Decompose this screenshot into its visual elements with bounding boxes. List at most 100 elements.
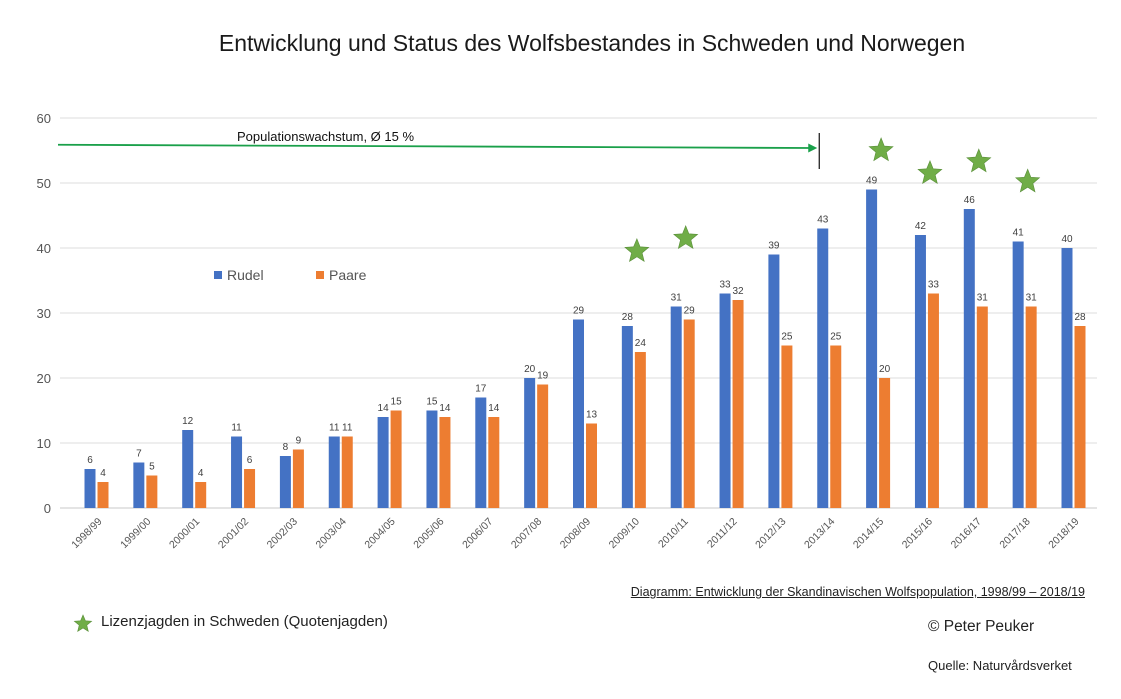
y-tick-label: 50 <box>37 176 51 191</box>
bar-rudel <box>866 189 878 508</box>
bar-paare <box>879 378 891 508</box>
y-tick-label: 0 <box>44 501 51 516</box>
star-icon <box>73 614 93 632</box>
bar-rudel <box>719 293 731 508</box>
data-label: 33 <box>928 280 940 291</box>
data-label: 25 <box>781 332 793 343</box>
data-label: 12 <box>182 416 194 427</box>
data-label: 41 <box>1013 228 1025 239</box>
bar-paare <box>1025 306 1037 508</box>
data-label: 31 <box>977 293 989 304</box>
bar-paare <box>97 482 109 508</box>
star-icon <box>868 137 894 162</box>
bar-paare <box>781 345 793 508</box>
x-tick-label: 2000/01 <box>167 516 202 551</box>
y-tick-label: 40 <box>37 241 51 256</box>
bar-rudel <box>1061 248 1073 508</box>
bar-rudel <box>573 319 584 508</box>
x-tick-label: 2013/14 <box>802 516 837 551</box>
data-label: 49 <box>866 176 878 187</box>
data-label: 8 <box>283 442 289 453</box>
data-label: 9 <box>296 436 302 447</box>
star-icon <box>673 224 699 250</box>
data-label: 40 <box>1061 234 1073 245</box>
data-label: 7 <box>136 449 142 460</box>
x-tick-label: 2014/15 <box>851 516 886 551</box>
bar-rudel <box>328 436 340 508</box>
chart-caption: Diagramm: Entwicklung der Skandinavische… <box>630 585 1085 599</box>
star-legend-text: Lizenzjagden in Schweden (Quotenjagden) <box>101 613 388 630</box>
bar-paare <box>683 319 695 508</box>
x-tick-label: 2011/12 <box>705 516 740 551</box>
x-tick-label: 2010/11 <box>656 516 691 551</box>
footer-star <box>73 614 93 632</box>
star-icon <box>966 148 992 173</box>
data-label: 29 <box>573 306 585 317</box>
data-label: 6 <box>87 455 93 466</box>
x-tick-label: 2002/03 <box>265 516 300 551</box>
bar-rudel <box>524 378 536 508</box>
data-label: 15 <box>391 397 403 408</box>
x-tick-label: 2004/05 <box>362 516 397 551</box>
bar-rudel <box>377 417 389 508</box>
bar-rudel <box>817 228 829 508</box>
bar-paare <box>146 475 158 508</box>
y-tick-label: 30 <box>37 306 51 321</box>
x-tick-label: 2018/19 <box>1046 516 1081 551</box>
x-tick-label: 2015/16 <box>900 516 935 551</box>
data-label: 11 <box>231 423 242 434</box>
x-tick-label: 2001/02 <box>216 516 251 551</box>
star-icon <box>624 238 650 263</box>
data-label: 17 <box>475 384 487 395</box>
x-tick-label: 1999/00 <box>118 516 153 551</box>
legend-label-paare: Paare <box>329 267 367 283</box>
bars <box>84 189 1086 508</box>
bar-paare <box>1074 326 1086 508</box>
bar-paare <box>830 345 842 508</box>
star-icon <box>917 160 943 185</box>
legend-label-rudel: Rudel <box>227 267 264 283</box>
bar-rudel <box>963 209 975 508</box>
bar-rudel <box>914 235 926 508</box>
bar-rudel <box>475 397 487 508</box>
data-label: 14 <box>488 403 500 414</box>
data-label: 33 <box>719 280 731 291</box>
growth-arrow: Populationswachstum, Ø 15 % <box>57 129 820 169</box>
bar-rudel <box>84 469 96 508</box>
y-tick-label: 10 <box>37 436 51 451</box>
bar-paare <box>488 417 500 508</box>
growth-arrow-label: Populationswachstum, Ø 15 % <box>237 129 414 144</box>
data-label: 24 <box>635 338 647 349</box>
data-label: 31 <box>671 293 683 304</box>
data-label: 29 <box>684 306 696 317</box>
bar-rudel <box>182 430 194 508</box>
bar-paare <box>586 423 597 508</box>
x-tick-label: 2005/06 <box>411 516 446 551</box>
data-label: 11 <box>342 423 353 434</box>
data-label: 19 <box>537 371 549 382</box>
bar-rudel <box>231 436 243 508</box>
legend-swatch-rudel <box>214 271 222 279</box>
bar-rudel <box>768 254 780 508</box>
bar-rudel <box>670 306 682 508</box>
source-text: Quelle: Naturvårdsverket <box>928 658 1072 673</box>
bar-paare <box>634 352 646 508</box>
bar-rudel <box>133 462 145 508</box>
x-tick-label: 2003/04 <box>314 516 349 551</box>
y-axis-ticks: 0 10 20 30 40 50 60 <box>37 111 51 516</box>
data-label: 28 <box>1074 312 1086 323</box>
data-label: 25 <box>830 332 842 343</box>
x-tick-label: 2006/07 <box>460 516 495 551</box>
hunting-stars <box>624 137 1041 263</box>
bar-paare <box>732 300 744 508</box>
bar-paare <box>390 410 402 508</box>
data-label: 4 <box>100 468 106 479</box>
data-label: 6 <box>247 455 253 466</box>
x-tick-label: 2007/08 <box>509 516 544 551</box>
data-label: 15 <box>426 397 438 408</box>
bar-rudel <box>1012 241 1024 508</box>
bar-rudel <box>426 410 438 508</box>
x-tick-label: 2012/13 <box>753 516 788 551</box>
